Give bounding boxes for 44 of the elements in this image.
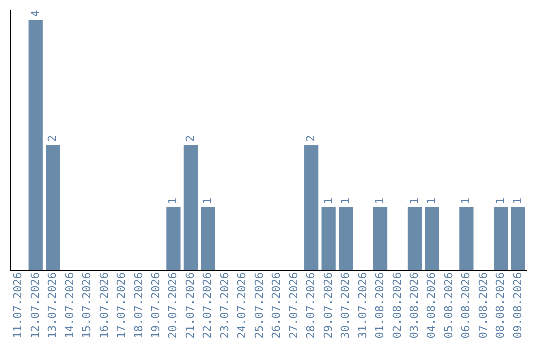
x-tick-label: 26.07.2026 [270,272,284,339]
x-tick-label: 14.07.2026 [63,272,76,339]
data-label: 1 [201,198,214,204]
data-label: 2 [304,135,318,142]
x-tick-label: 01.08.2026 [374,272,387,339]
x-tick-label: 04.08.2026 [425,272,438,339]
data-label: 1 [166,198,180,204]
x-tick-label: 03.08.2026 [408,272,421,339]
x-tick-label: 16.07.2026 [98,272,111,339]
x-tick-label: 07.08.2026 [476,272,490,339]
x-tick-label: 19.07.2026 [149,272,162,339]
x-tick-label: 18.07.2026 [132,272,146,339]
x-tick-label: 15.07.2026 [80,272,94,339]
x-tick-label: 27.07.2026 [287,272,300,339]
x-tick-label: 09.08.2026 [511,272,524,339]
x-tick-label: 30.07.2026 [339,272,352,339]
data-label: 1 [511,198,524,204]
x-tick-label: 05.08.2026 [442,272,456,339]
x-tick-label: 23.07.2026 [218,272,232,339]
data-label: 1 [374,198,387,204]
x-tick-label: 24.07.2026 [236,272,249,339]
x-tick-label: 20.07.2026 [166,272,180,339]
data-label: 1 [494,198,508,204]
data-label: 2 [46,135,60,142]
x-tick-label: 25.07.2026 [252,272,266,339]
data-label: 1 [408,198,421,204]
x-tick-label: 21.07.2026 [184,272,197,339]
x-tick-label: 22.07.2026 [201,272,214,339]
x-tick-label: 29.07.2026 [322,272,335,339]
x-tick-label: 12.07.2026 [28,272,42,339]
data-label: 1 [425,198,438,204]
x-tick-label: 31.07.2026 [356,272,370,339]
x-tick-label: 08.08.2026 [494,272,508,339]
data-label: 1 [339,198,352,204]
x-tick-label: 28.07.2026 [304,272,318,339]
data-label: 1 [460,198,473,204]
data-label: 4 [28,10,42,17]
x-tick-label: 13.07.2026 [46,272,60,339]
x-tick-label: 02.08.2026 [390,272,404,339]
data-label: 2 [184,135,197,142]
x-tick-label: 06.08.2026 [460,272,473,339]
x-tick-label: 17.07.2026 [115,272,128,339]
data-label: 1 [322,198,335,204]
x-tick-label: 11.07.2026 [12,272,25,339]
